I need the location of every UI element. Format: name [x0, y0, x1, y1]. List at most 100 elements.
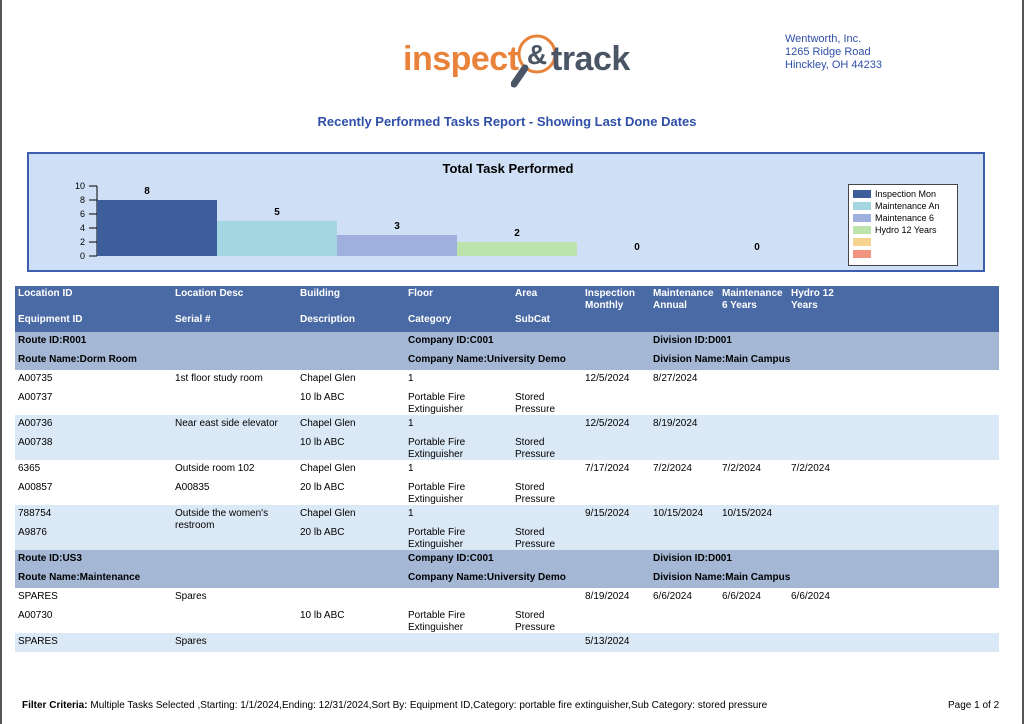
company-name: Company Name:University Demo — [408, 354, 566, 365]
subcategory: Stored Pressure — [515, 610, 556, 633]
page-number: Page 1 of 2 — [948, 700, 1000, 711]
category: Portable Fire Extinguisher — [408, 482, 466, 505]
location-desc: Spares — [175, 636, 207, 647]
company-address-block: Wentworth, Inc. 1265 Ridge Road Hinckley… — [785, 33, 882, 72]
col-header-description: Description — [300, 314, 356, 325]
bar — [337, 235, 457, 256]
col-header-floor: Floor — [408, 288, 433, 299]
route-name: Route Name:Maintenance — [18, 572, 141, 583]
description: 20 lb ABC — [300, 527, 345, 538]
y-tick-label: 0 — [80, 251, 85, 261]
y-tick-label: 8 — [80, 195, 85, 205]
legend-label: Maintenance 6 — [875, 213, 935, 223]
legend-item — [853, 248, 953, 260]
y-tick-label: 6 — [80, 209, 85, 219]
category: Portable Fire Extinguisher — [408, 527, 466, 550]
floor: 1 — [408, 418, 414, 429]
division-id: Division ID:D001 — [653, 553, 732, 564]
route-name: Route Name:Dorm Room — [18, 354, 137, 365]
logo-word-track: track — [551, 40, 630, 78]
description: 10 lb ABC — [300, 437, 345, 448]
legend-swatch — [853, 250, 871, 258]
table-row: 6365 Outside room 102 Chapel Glen 1 7/17/202… — [15, 460, 999, 505]
table-header: Location ID Location Desc Building Floor… — [15, 286, 999, 332]
hydro-12-years-date: 6/6/2024 — [791, 591, 830, 602]
col-header-maintenance-annual: Maintenance Annual — [653, 288, 714, 311]
col-header-hydro-12-years: Hydro 12 Years — [791, 288, 834, 311]
equipment-id: A00737 — [18, 392, 53, 403]
inspection-monthly-date: 12/5/2024 — [585, 373, 630, 384]
description: 10 lb ABC — [300, 392, 345, 403]
maintenance-6-years-date: 7/2/2024 — [722, 463, 761, 474]
floor: 1 — [408, 508, 414, 519]
category: Portable Fire Extinguisher — [408, 437, 466, 460]
category: Portable Fire Extinguisher — [408, 610, 466, 633]
legend-swatch — [853, 238, 871, 246]
floor: 1 — [408, 373, 414, 384]
inspection-monthly-date: 7/17/2024 — [585, 463, 630, 474]
inspection-monthly-date: 12/5/2024 — [585, 418, 630, 429]
legend-swatch — [853, 226, 871, 234]
task-chart-panel: Total Task Performed 0 2 4 6 8 10 8 5 3 2 0 0 Inspe… — [27, 152, 985, 272]
magnifier-ampersand-icon: & — [511, 34, 557, 88]
location-desc: 1st floor study room — [175, 373, 263, 384]
col-header-inspection-monthly: Inspection Monthly — [585, 288, 636, 311]
bar-value-label: 5 — [274, 207, 280, 218]
inspect-track-logo: inspect & track — [403, 30, 643, 92]
equipment-id: A00738 — [18, 437, 53, 448]
division-name: Division Name:Main Campus — [653, 354, 791, 365]
division-name: Division Name:Main Campus — [653, 572, 791, 583]
serial-number: A00835 — [175, 482, 210, 493]
bar-value-label: 0 — [634, 242, 640, 253]
inspection-monthly-date: 8/19/2024 — [585, 591, 630, 602]
col-header-maintenance-6-years: Maintenance 6 Years — [722, 288, 783, 311]
tasks-table: Location ID Location Desc Building Floor… — [15, 286, 999, 652]
subcategory: Stored Pressure — [515, 437, 556, 460]
page-edge-right — [1022, 0, 1024, 724]
col-header-subcat: SubCat — [515, 314, 550, 325]
inspection-monthly-date: 9/15/2024 — [585, 508, 630, 519]
filter-label: Filter Criteria: — [22, 700, 88, 711]
logo-word-inspect: inspect — [403, 40, 519, 78]
floor: 1 — [408, 463, 414, 474]
subcategory: Stored Pressure — [515, 527, 556, 550]
equipment-id: A00730 — [18, 610, 53, 621]
y-tick-label: 4 — [80, 223, 85, 233]
maintenance-annual-date: 7/2/2024 — [653, 463, 692, 474]
description: 10 lb ABC — [300, 610, 345, 621]
legend-label: Hydro 12 Years — [875, 225, 937, 235]
legend-item: Maintenance An — [853, 200, 953, 212]
location-desc: Spares — [175, 591, 207, 602]
legend-item: Hydro 12 Years — [853, 224, 953, 236]
bar — [217, 221, 337, 256]
equipment-id: A00857 — [18, 482, 53, 493]
table-body: Route ID:R001 Company ID:C001 Division ID:… — [15, 332, 999, 652]
description: 20 lb ABC — [300, 482, 345, 493]
location-id: 6365 — [18, 463, 41, 474]
col-header-area: Area — [515, 288, 538, 299]
company-name: Company Name:University Demo — [408, 572, 566, 583]
building: Chapel Glen — [300, 463, 356, 474]
bar-value-label: 0 — [754, 242, 760, 253]
legend-swatch — [853, 190, 871, 198]
location-id: SPARES — [18, 636, 58, 647]
category: Portable Fire Extinguisher — [408, 392, 466, 415]
location-desc: Near east side elevator — [175, 418, 278, 429]
inspection-monthly-date: 5/13/2024 — [585, 636, 630, 647]
legend-item: Maintenance 6 — [853, 212, 953, 224]
location-desc: Outside room 102 — [175, 463, 255, 474]
maintenance-annual-date: 8/27/2024 — [653, 373, 698, 384]
col-header-building: Building — [300, 288, 340, 299]
col-header-serial: Serial # — [175, 314, 211, 325]
equipment-id: A9876 — [18, 527, 47, 538]
filter-criteria: Filter Criteria: Multiple Tasks Selected… — [22, 700, 767, 711]
bar-value-label: 3 — [394, 221, 400, 232]
bar-chart: 0 2 4 6 8 10 8 5 3 2 0 0 — [75, 181, 760, 261]
table-row: 788754 Outside the women's restroom Chapel… — [15, 505, 999, 550]
company-id: Company ID:C001 — [408, 553, 494, 564]
legend-swatch — [853, 214, 871, 222]
bar — [97, 200, 217, 256]
company-city: Hinckley, OH 44233 — [785, 59, 883, 71]
hydro-12-years-date: 7/2/2024 — [791, 463, 830, 474]
